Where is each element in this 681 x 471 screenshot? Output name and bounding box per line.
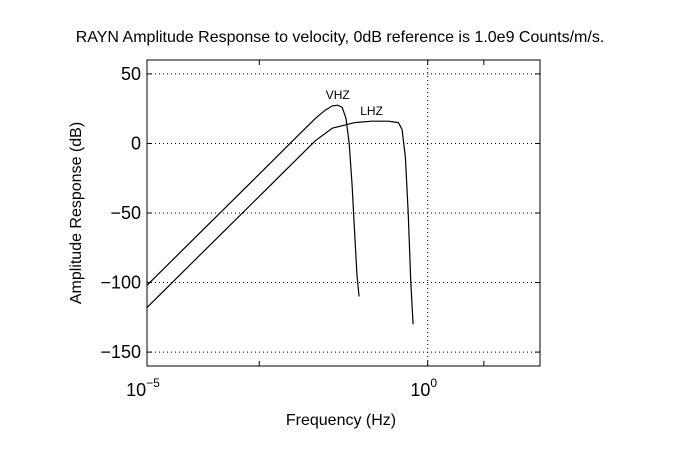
chart-title: RAYN Amplitude Response to velocity, 0dB… bbox=[76, 29, 605, 46]
series-line-lhz bbox=[146, 120, 414, 325]
y-tick-label: 50 bbox=[121, 64, 141, 84]
series-lines bbox=[146, 104, 414, 325]
ticks: 50 0 −50 −100 −150 10−5 100 bbox=[100, 60, 540, 400]
x-tick-label: 100 bbox=[410, 376, 437, 400]
y-tick-label: −50 bbox=[110, 203, 141, 223]
y-tick-label: −150 bbox=[100, 342, 141, 362]
x-axis-label: Frequency (Hz) bbox=[286, 412, 396, 429]
y-axis-label: Amplitude Response (dB) bbox=[68, 122, 85, 304]
grid bbox=[146, 60, 540, 366]
series-label-lhz: LHZ bbox=[360, 104, 383, 118]
series-label-vhz: VHZ bbox=[326, 88, 350, 102]
y-tick-label: 0 bbox=[131, 133, 141, 153]
x-tick-label: 10−5 bbox=[126, 376, 160, 400]
series-labels: VHZ LHZ bbox=[326, 88, 383, 118]
y-tick-label: −100 bbox=[100, 273, 141, 293]
series-line-vhz bbox=[146, 104, 360, 297]
plot-frame bbox=[146, 59, 541, 367]
